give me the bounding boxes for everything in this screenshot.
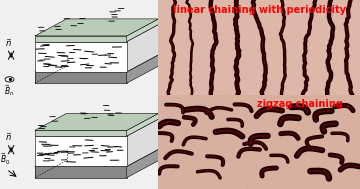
Polygon shape (127, 19, 158, 42)
Text: zigzag chaining: zigzag chaining (257, 99, 342, 109)
Polygon shape (35, 130, 127, 136)
Polygon shape (35, 72, 127, 83)
Text: linear chaining with periodicity: linear chaining with periodicity (173, 5, 346, 15)
Polygon shape (35, 136, 127, 166)
Polygon shape (35, 19, 158, 36)
Polygon shape (35, 55, 158, 72)
Text: $\vec{n}$: $\vec{n}$ (5, 37, 12, 49)
Polygon shape (127, 149, 158, 178)
Text: $\vec{B}_0$: $\vec{B}_0$ (4, 84, 15, 99)
Text: d: d (168, 35, 173, 44)
Text: $\vec{B}_0$: $\vec{B}_0$ (0, 152, 10, 167)
Polygon shape (127, 25, 158, 72)
Polygon shape (35, 42, 127, 72)
Polygon shape (35, 113, 158, 130)
Polygon shape (127, 113, 158, 136)
Polygon shape (35, 149, 158, 166)
Polygon shape (127, 119, 158, 166)
Polygon shape (127, 55, 158, 83)
Polygon shape (35, 36, 127, 42)
Text: d: d (168, 130, 173, 139)
Polygon shape (35, 166, 127, 178)
Text: $\vec{n}$: $\vec{n}$ (5, 131, 12, 143)
